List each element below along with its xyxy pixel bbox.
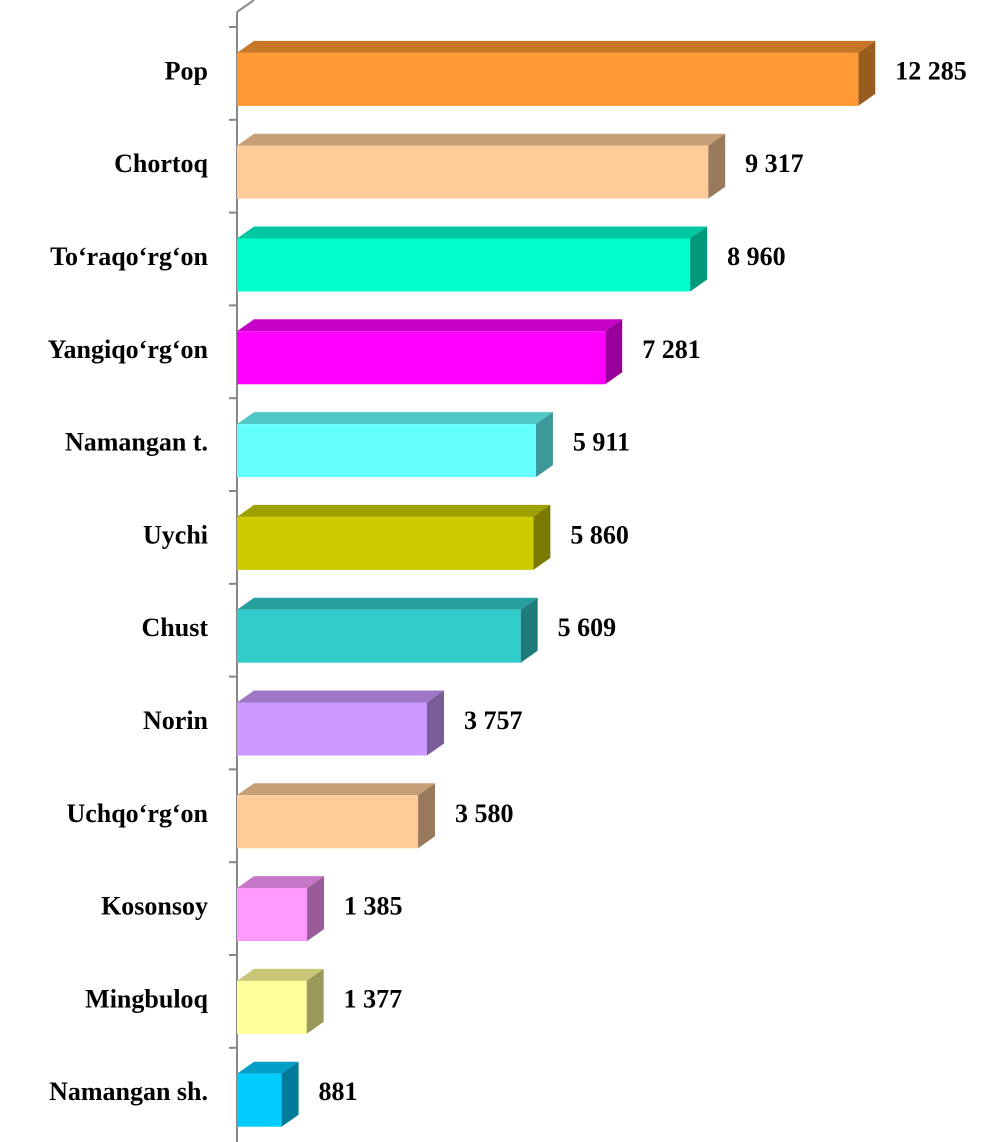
- bar-top: [237, 597, 538, 610]
- bar-top: [237, 504, 551, 517]
- bar-side: [605, 319, 623, 385]
- value-label: 12 285: [895, 56, 967, 85]
- bar-top: [237, 968, 324, 981]
- value-label: 9 317: [745, 149, 804, 178]
- bar-side: [281, 1061, 299, 1127]
- bar-top: [237, 40, 876, 53]
- bar-top: [237, 319, 623, 332]
- bar: [237, 516, 534, 570]
- bar-side: [307, 876, 325, 942]
- bar-side: [858, 40, 876, 106]
- bar-side: [708, 133, 726, 199]
- bar-top: [237, 412, 553, 425]
- bar-top: [237, 1061, 299, 1074]
- value-label: 7 281: [642, 335, 701, 364]
- bar: [237, 52, 859, 106]
- bar: [237, 609, 521, 663]
- category-label: Kosonsoy: [101, 892, 208, 921]
- bar: [237, 980, 307, 1034]
- category-label: Namangan sh.: [49, 1077, 208, 1106]
- bar-side: [533, 504, 551, 570]
- bar: [237, 145, 709, 199]
- bar: [237, 238, 691, 292]
- bar-side: [520, 597, 538, 663]
- bar-top: [237, 690, 444, 703]
- value-label: 5 860: [570, 520, 629, 549]
- bar-top: [237, 133, 726, 146]
- category-label: Mingbuloq: [85, 984, 208, 1013]
- axis-depth: [236, 0, 255, 13]
- bar-side: [306, 968, 324, 1034]
- bar: [237, 424, 536, 478]
- bar-side: [418, 783, 436, 849]
- value-label: 881: [319, 1077, 358, 1106]
- category-label: Yangiqo‘rg‘on: [48, 335, 209, 364]
- category-label: Pop: [165, 56, 208, 85]
- value-label: 3 757: [464, 706, 522, 735]
- bar: [237, 795, 419, 849]
- value-label: 1 385: [344, 892, 403, 921]
- bar-side: [426, 690, 444, 756]
- category-label: Chust: [142, 613, 209, 642]
- category-label: To‘raqo‘rg‘on: [50, 242, 208, 271]
- value-label: 1 377: [344, 984, 403, 1013]
- bar-top: [237, 226, 708, 239]
- bar: [237, 888, 308, 942]
- bar-side: [690, 226, 708, 292]
- value-label: 3 580: [455, 799, 514, 828]
- category-label: Uchqo‘rg‘on: [66, 799, 208, 828]
- bar: [237, 702, 427, 756]
- bar: [237, 1073, 282, 1127]
- bar: [237, 331, 606, 385]
- value-label: 8 960: [727, 242, 786, 271]
- category-label: Norin: [143, 706, 209, 735]
- bar-top: [237, 783, 436, 796]
- category-label: Uychi: [143, 520, 208, 549]
- category-label: Chortoq: [114, 149, 208, 178]
- category-label: Namangan t.: [65, 428, 208, 457]
- value-label: 5 911: [573, 428, 630, 457]
- bar-side: [535, 412, 553, 478]
- value-label: 5 609: [558, 613, 617, 642]
- bar-top: [237, 876, 325, 889]
